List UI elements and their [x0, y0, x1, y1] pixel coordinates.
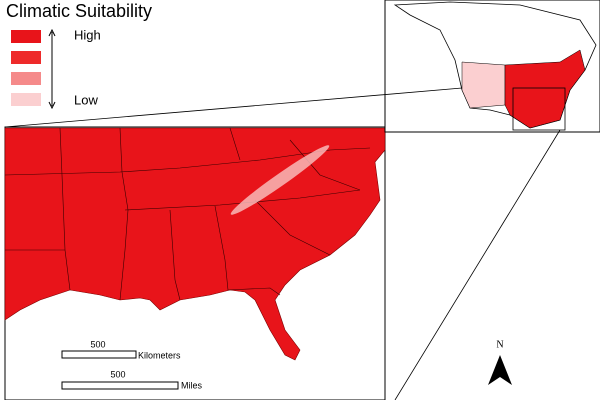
- scale-bar: [61, 381, 179, 390]
- legend-arrowheads: [48, 28, 56, 110]
- north-label: N: [496, 339, 503, 350]
- legend-swatch: [11, 51, 41, 64]
- legend-swatches: [11, 30, 41, 106]
- scale-unit: Kilometers: [138, 350, 181, 360]
- connector-line: [4, 87, 463, 128]
- legend-swatch: [11, 30, 41, 43]
- legend-title: Climatic Suitability: [6, 1, 152, 21]
- suitability-area: [4, 127, 386, 361]
- inset-extent-box: [512, 87, 566, 131]
- legend-low: Low: [74, 92, 98, 107]
- scale-bar: [61, 350, 137, 359]
- inset-west-area: [461, 61, 506, 109]
- legend-swatch: [11, 93, 41, 106]
- scale-value: 500: [110, 369, 125, 379]
- appalachian-low-suitability: [230, 145, 330, 215]
- scale-unit: Miles: [181, 380, 203, 390]
- north-arrow: [488, 355, 512, 385]
- legend-swatch: [11, 72, 41, 85]
- state-boundaries: [4, 127, 371, 301]
- legend-high: High: [74, 27, 101, 42]
- connector-line: [394, 129, 561, 400]
- scale-value: 500: [90, 339, 105, 349]
